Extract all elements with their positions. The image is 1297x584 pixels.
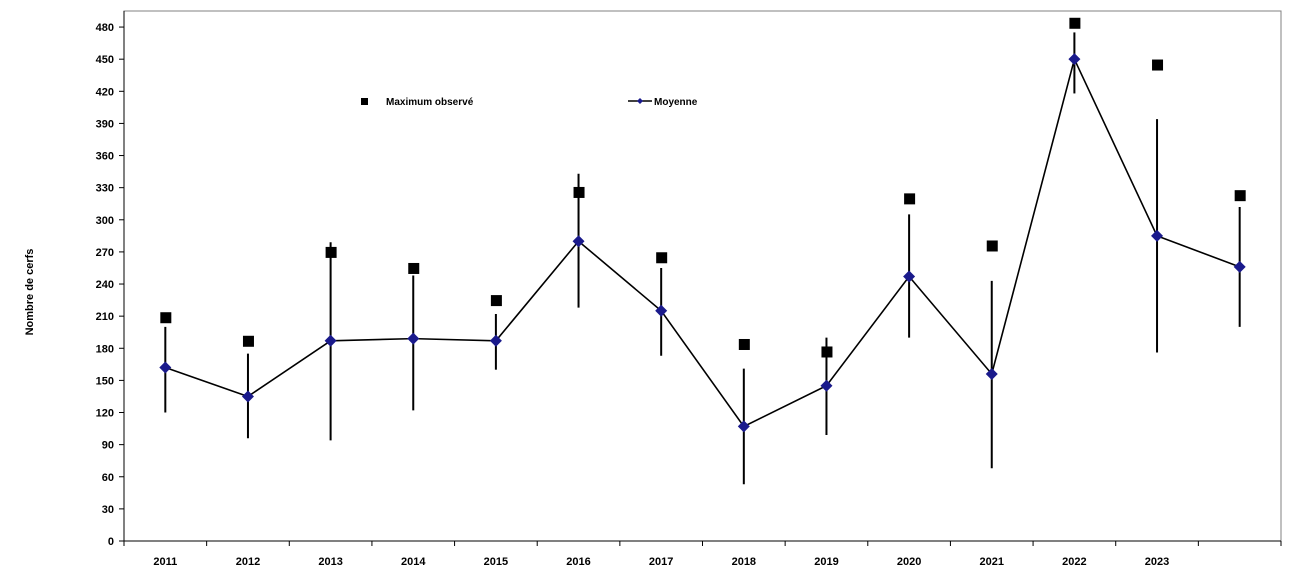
y-tick-label: 30	[102, 504, 114, 516]
max-point	[1069, 17, 1081, 29]
y-tick-label: 240	[96, 279, 114, 291]
y-tick-label: 330	[96, 183, 114, 195]
y-tick-label: 210	[96, 311, 114, 323]
x-tick-label: 2016	[566, 556, 590, 568]
x-tick-label: 2012	[236, 556, 260, 568]
mean-line	[159, 53, 1246, 433]
max-markers	[160, 17, 1246, 358]
mean-point	[655, 304, 668, 317]
max-point	[738, 338, 750, 350]
y-tick-label: 0	[108, 536, 114, 548]
y-tick-label: 120	[96, 408, 114, 420]
axes: 0 30 60 90 120 150 180 210 240 270 300 330 360 390 420…	[96, 11, 1282, 568]
x-tick-label: 2011	[153, 556, 177, 568]
x-tick-label: 2022	[1062, 556, 1086, 568]
y-tick-label: 360	[96, 151, 114, 163]
max-point	[904, 193, 916, 205]
mean-point	[241, 390, 254, 403]
y-tick-label: 450	[96, 54, 114, 66]
x-tick-label: 2015	[484, 556, 508, 568]
mean-point	[820, 379, 833, 392]
plot-area	[123, 10, 1282, 542]
max-point	[325, 246, 337, 258]
mean-point	[407, 332, 420, 345]
mean-point	[324, 334, 337, 347]
mean-point	[903, 270, 916, 283]
mean-point	[1068, 53, 1081, 66]
legend-max-label: Maximum observé	[386, 97, 474, 108]
max-point	[1152, 59, 1164, 71]
x-tick-label: 2019	[814, 556, 838, 568]
legend-mean-marker	[637, 98, 643, 104]
max-point	[656, 252, 668, 264]
y-axis-label: Nombre de cerfs	[24, 248, 36, 336]
x-tick-label: 2023	[1145, 556, 1169, 568]
legend-mean-label: Moyenne	[654, 97, 698, 108]
max-point	[160, 312, 172, 324]
x-tick-label: 2018	[732, 556, 756, 568]
y-tick-label: 150	[96, 375, 114, 387]
mean-point	[572, 235, 585, 248]
legend-max-marker	[361, 98, 368, 105]
y-tick-label: 270	[96, 247, 114, 259]
y-tick-label: 300	[96, 215, 114, 227]
max-point	[408, 262, 420, 274]
max-point	[573, 186, 585, 198]
x-tick-label: 2020	[897, 556, 921, 568]
mean-point	[1233, 260, 1246, 273]
mean-point	[985, 367, 998, 380]
mean-point	[489, 334, 502, 347]
y-tick-label: 480	[96, 22, 114, 34]
x-tick-label: 2013	[318, 556, 342, 568]
mean-series-line	[165, 56, 1240, 428]
y-tick-label: 60	[102, 472, 114, 484]
legend: Maximum observé Moyenne	[361, 97, 698, 108]
mean-point	[1151, 229, 1164, 242]
y-tick-label: 90	[102, 440, 114, 452]
x-tick-label: 2021	[980, 556, 1004, 568]
max-point	[821, 346, 833, 358]
y-tick-label: 420	[96, 86, 114, 98]
max-point	[986, 240, 998, 252]
x-tick-label: 2014	[401, 556, 426, 568]
mean-point	[737, 420, 750, 433]
y-tick-label: 180	[96, 343, 114, 355]
x-tick-label: 2017	[649, 556, 673, 568]
mean-point	[159, 361, 172, 374]
max-point	[242, 335, 254, 347]
max-point	[490, 295, 502, 307]
max-point	[1234, 190, 1246, 202]
y-tick-label: 390	[96, 118, 114, 130]
